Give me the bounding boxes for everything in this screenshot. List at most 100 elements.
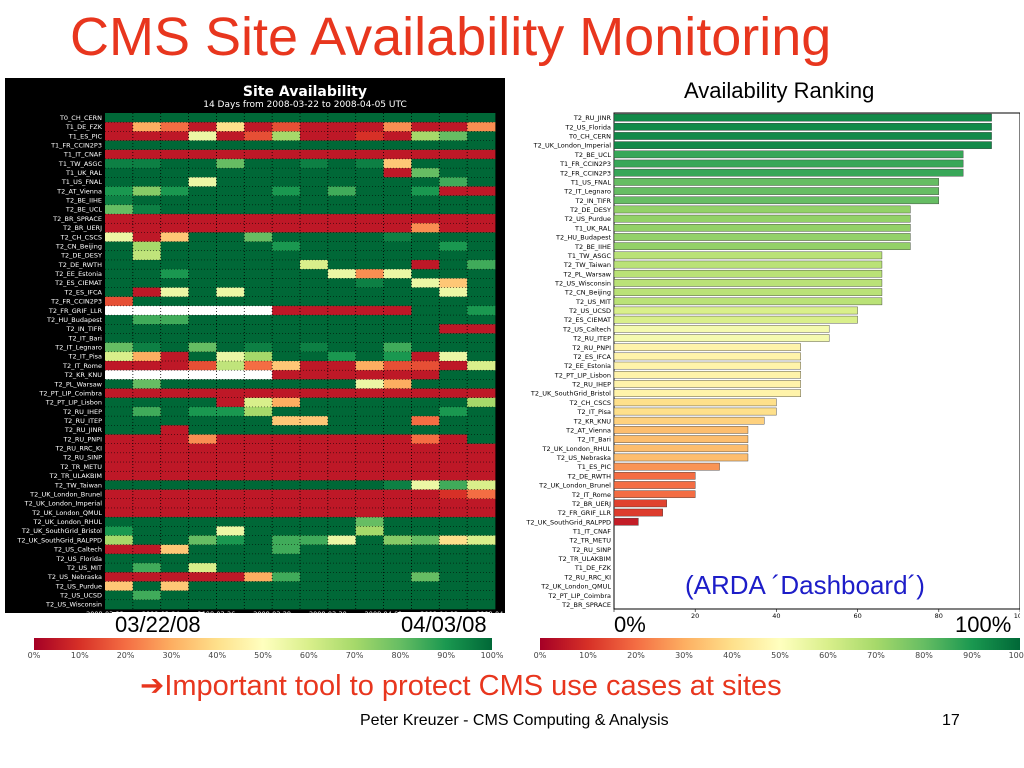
ranking-bar xyxy=(613,279,883,287)
heatmap-cell xyxy=(216,113,245,123)
ranking-row-label: T2_ES_IFCA xyxy=(573,353,612,361)
heatmap-cell xyxy=(300,223,329,233)
heatmap-cell xyxy=(467,305,496,316)
heatmap-cell xyxy=(216,158,245,169)
heatmap-cell xyxy=(439,526,468,536)
heatmap-cell xyxy=(300,489,329,500)
heatmap-cell xyxy=(355,223,384,233)
heatmap-cell xyxy=(383,370,412,380)
heatmap-cell xyxy=(188,425,217,435)
heatmap-cell xyxy=(411,296,440,307)
heatmap-cell xyxy=(216,471,245,481)
heatmap-row-label: T2_UK_SouthGrid_Bristol xyxy=(21,527,102,535)
heatmap-cell xyxy=(383,480,412,490)
heatmap-cell xyxy=(272,232,301,242)
heatmap-cell xyxy=(105,315,134,325)
heatmap-cell xyxy=(132,158,162,169)
heatmap-cell xyxy=(383,113,412,123)
heatmap-cell xyxy=(300,232,329,242)
heatmap-row-label: T2_US_UCSD xyxy=(59,592,102,600)
ranking-bar xyxy=(613,407,777,416)
heatmap-cell xyxy=(355,471,384,481)
heatmap-cell xyxy=(327,434,357,445)
heatmap-subtitle: 14 Days from 2008-03-22 to 2008-04-05 UT… xyxy=(203,100,407,110)
heatmap-cell xyxy=(244,379,273,389)
heatmap-cell xyxy=(467,498,496,509)
heatmap-cell xyxy=(132,269,162,279)
heatmap-cell xyxy=(411,379,440,389)
ranking-bar xyxy=(613,398,777,407)
ranking-row-label: T2_FR_GRIF_LLR xyxy=(557,509,612,517)
heatmap-cell xyxy=(383,416,412,426)
heatmap-cell xyxy=(355,590,384,601)
heatmap-cell xyxy=(216,186,245,197)
heatmap-cell xyxy=(272,195,301,206)
heatmap-cell xyxy=(160,250,189,261)
ranking-bar xyxy=(613,499,667,508)
heatmap-row-label: T2_IN_TIFR xyxy=(65,325,102,333)
heatmap-cell xyxy=(160,223,189,233)
heatmap-cell xyxy=(355,177,384,187)
heatmap-cell xyxy=(327,223,357,233)
heatmap-cell xyxy=(439,425,468,435)
heatmap-cell xyxy=(355,599,384,610)
heatmap-cell xyxy=(467,315,496,325)
heatmap-cell xyxy=(439,214,468,224)
ranking-row-label: T1_DE_FZK xyxy=(574,564,612,572)
ranking-bar xyxy=(613,224,911,232)
heatmap-cell xyxy=(132,471,162,481)
heatmap-cell xyxy=(160,379,189,389)
heatmap-row-label: T1_US_FNAL xyxy=(61,178,103,186)
heatmap-cell xyxy=(188,480,217,490)
heatmap-cell xyxy=(244,507,273,518)
heatmap-cell xyxy=(383,140,412,151)
heatmap-cell xyxy=(132,250,162,261)
heatmap-cell xyxy=(355,113,384,123)
heatmap-cell xyxy=(439,434,468,445)
heatmap-cell xyxy=(439,507,468,518)
heatmap-cell xyxy=(105,131,134,141)
heatmap-cell xyxy=(132,342,162,353)
heatmap-cell xyxy=(411,131,440,141)
heatmap-cell xyxy=(160,572,189,582)
heatmap-cell xyxy=(411,315,440,325)
heatmap-cell xyxy=(105,324,134,334)
heatmap-cell xyxy=(467,122,496,132)
heatmap-row-label: T2_RU_JINR xyxy=(64,426,103,434)
heatmap-row-label: T2_PT_LIP_Coimbra xyxy=(38,389,102,397)
heatmap-cell xyxy=(383,563,412,573)
heatmap-cell xyxy=(467,250,496,261)
heatmap-cell xyxy=(244,232,273,242)
heatmap-cell xyxy=(411,214,440,224)
heatmap-cell xyxy=(355,553,384,564)
heatmap-cell xyxy=(272,315,301,325)
heatmap-cell xyxy=(216,296,245,307)
heatmap-cell xyxy=(383,324,412,334)
heatmap-cell xyxy=(244,113,273,123)
heatmap-row-label: T2_UK_London_Imperial xyxy=(24,500,103,508)
ranking-x-tick-label: 100 xyxy=(1014,612,1020,620)
heatmap-cell xyxy=(188,572,217,582)
heatmap-cell xyxy=(467,544,496,555)
heatmap-cell xyxy=(383,214,412,224)
heatmap-cell xyxy=(383,507,412,518)
ranking-bar xyxy=(613,352,801,361)
heatmap-cell xyxy=(188,195,217,206)
heatmap-cell xyxy=(188,379,217,389)
heatmap-cell xyxy=(439,122,468,132)
heatmap-cell xyxy=(355,342,384,353)
heatmap-cell xyxy=(160,131,189,141)
heatmap-cell xyxy=(411,397,440,408)
heatmap-cell xyxy=(216,232,245,242)
heatmap-cell xyxy=(300,379,329,389)
heatmap-cell xyxy=(327,581,357,592)
heatmap-cell xyxy=(439,517,468,527)
heatmap-cell xyxy=(467,158,496,169)
heatmap-row-label: T2_TW_Taiwan xyxy=(54,481,102,489)
ranking-title: Availability Ranking xyxy=(684,78,875,103)
heatmap-cell xyxy=(244,590,273,601)
heatmap-cell xyxy=(160,507,189,518)
heatmap-cell xyxy=(188,232,217,242)
heatmap-cell xyxy=(355,489,384,500)
heatmap-x-tick-label: 2008-03-28 xyxy=(253,610,291,613)
